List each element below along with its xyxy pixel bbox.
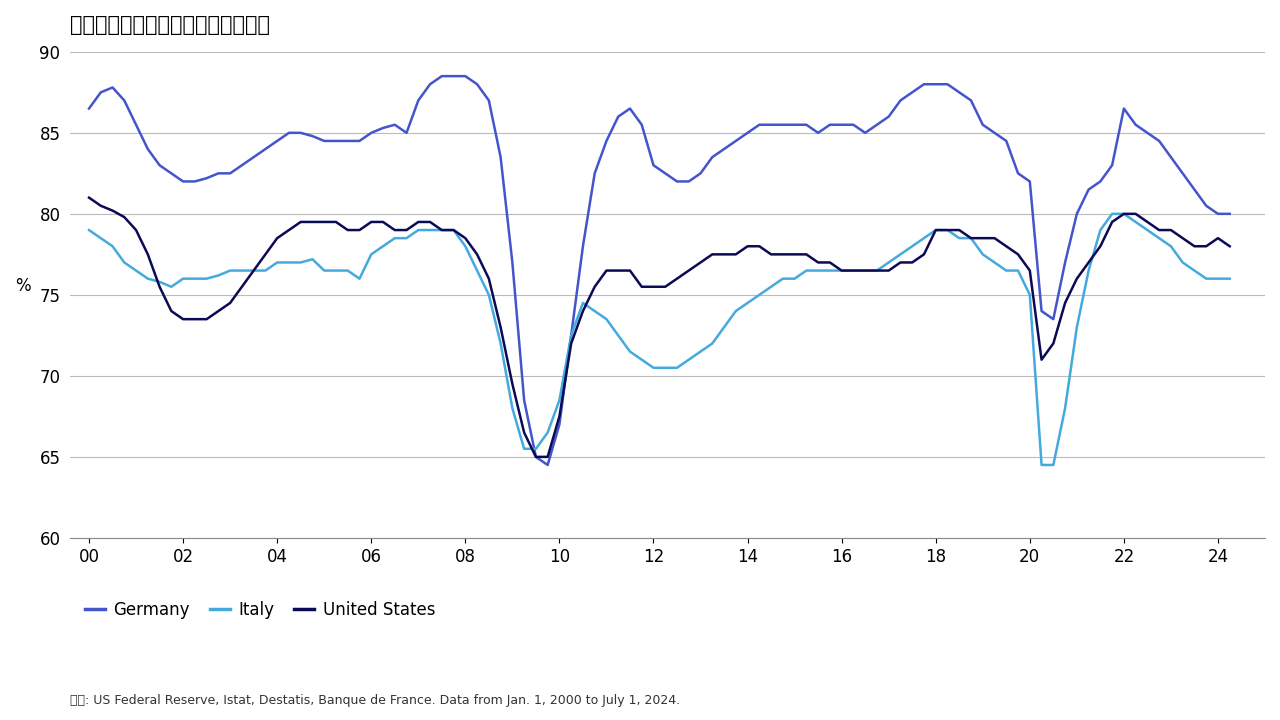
Text: 図２：ユーロ圈の製造業設備稼働率: 図２：ユーロ圈の製造業設備稼働率 <box>70 15 270 35</box>
Legend: Germany, Italy, United States: Germany, Italy, United States <box>78 595 442 626</box>
Y-axis label: %: % <box>15 277 31 295</box>
Text: 出所: US Federal Reserve, Istat, Destatis, Banque de France. Data from Jan. 1, 200: 出所: US Federal Reserve, Istat, Destatis,… <box>70 694 681 707</box>
